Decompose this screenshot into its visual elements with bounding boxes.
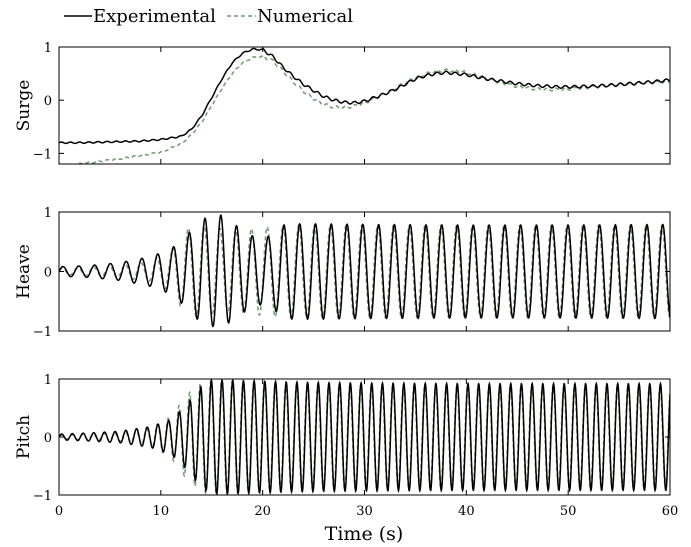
surge-ticks: −1 0 1 xyxy=(33,41,671,164)
heave-panel: Heave −1 0 1 xyxy=(14,206,671,340)
pitch-y-tick-label: 1 xyxy=(44,373,52,388)
surge-series-experimental xyxy=(59,47,670,145)
heave-y-tick-label: 0 xyxy=(44,266,52,281)
surge-axes-frame xyxy=(58,46,671,165)
heave-series-experimental xyxy=(59,214,670,328)
heave-y-tick-label: −1 xyxy=(33,325,52,340)
x-tick-label: 40 xyxy=(458,504,475,519)
x-axis-label: Time (s) xyxy=(325,523,404,545)
heave-plot-area xyxy=(59,214,670,328)
x-tick-label: 60 xyxy=(662,504,679,519)
x-tick-label: 50 xyxy=(560,504,577,519)
legend-numerical-label: Numerical xyxy=(257,6,353,27)
pitch-plot-area xyxy=(59,379,670,495)
pitch-ylabel: Pitch xyxy=(14,415,34,459)
legend: Experimental Numerical xyxy=(64,6,353,27)
pitch-panel: Pitch 0 10 20 30 40 50 60−101 xyxy=(14,373,678,519)
legend-experimental-label: Experimental xyxy=(93,6,216,27)
surge-y-tick-label: 1 xyxy=(44,41,52,56)
surge-series-numerical xyxy=(69,54,670,164)
surge-plot-area xyxy=(59,47,670,164)
pitch-y-tick-label: 0 xyxy=(44,431,52,446)
surge-y-tick-label: 0 xyxy=(44,94,52,109)
heave-y-tick-label: 1 xyxy=(44,206,52,221)
heave-series-numerical xyxy=(59,223,670,319)
surge-panel: Surge −1 0 1 xyxy=(14,41,671,165)
x-tick-label: 30 xyxy=(356,504,373,519)
pitch-ticks: 0 10 20 30 40 50 60−101 xyxy=(33,373,678,519)
pitch-y-tick-label: −1 xyxy=(33,489,52,504)
pitch-series-experimental xyxy=(59,379,670,495)
x-tick-label: 0 xyxy=(55,504,63,519)
x-tick-label: 10 xyxy=(153,504,170,519)
surge-y-tick-label: −1 xyxy=(33,147,52,162)
heave-ticks: −1 0 1 xyxy=(33,206,671,340)
x-tick-label: 20 xyxy=(254,504,271,519)
heave-ylabel: Heave xyxy=(14,244,34,299)
surge-ylabel: Surge xyxy=(14,80,34,132)
